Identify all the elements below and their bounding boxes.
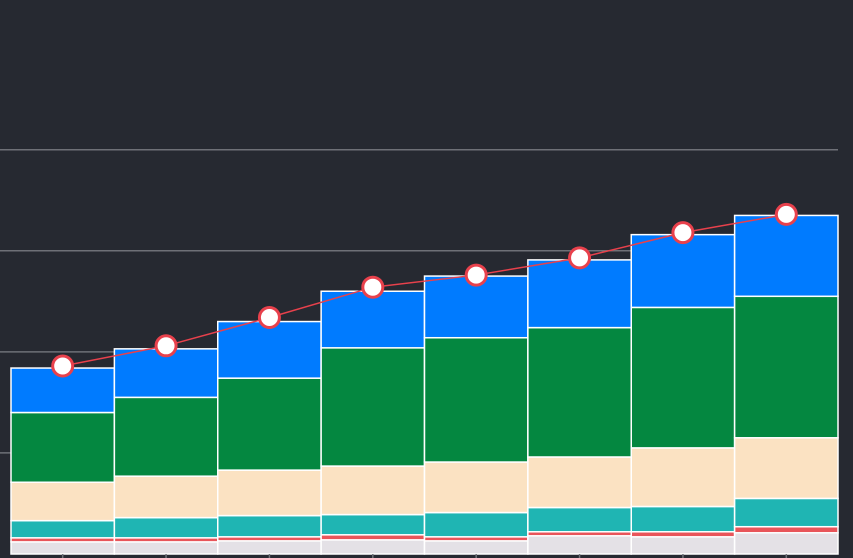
line-point [257,306,281,330]
bar-segment [733,525,839,534]
bar-segment [10,519,116,539]
x-axis-ticks [61,554,788,558]
bar-stacks [10,214,839,555]
bar-segment [320,539,426,555]
bar-segment [423,540,529,555]
bar-segment [320,513,426,536]
bar-segment [733,437,839,500]
bar-segment [217,540,322,555]
bar-segment [527,506,632,533]
bar-segment [423,511,529,538]
bar-segment [320,465,426,516]
bar-segment [10,541,116,555]
bar-segment [630,531,736,538]
line-point [568,246,592,270]
line-point [671,221,695,245]
bar-segment [113,541,219,555]
bar-segment [630,306,736,449]
line-point [154,334,178,358]
bar-segment [733,532,839,555]
bar-segment [527,259,632,329]
bar-segment [320,290,426,349]
bar-segment [217,469,322,517]
total-line-series [51,202,798,378]
bar-segment [733,295,839,439]
line-point [464,263,488,287]
bar-segment [10,411,116,483]
bar-segment [733,497,839,528]
bar-segment [527,456,632,509]
bar-segment [217,320,322,379]
bar-segment [527,535,632,555]
total-line [62,213,787,367]
bar-segment [630,536,736,555]
bar-segment [423,336,529,463]
bar-segment [217,514,322,538]
bar-segment [217,377,322,471]
bar-segment [320,534,426,541]
line-point [361,275,385,299]
bar-segment [423,461,529,514]
bar-segment [10,481,116,522]
bar-segment [113,396,219,477]
bar-segment [630,447,736,508]
bar-segment [630,233,736,309]
bar-segment [113,475,219,519]
line-point [774,202,798,226]
bar-segment [527,326,632,458]
bar-segment [733,214,839,298]
bar-segment [113,516,219,539]
line-point [51,354,75,378]
bar-segment [320,347,426,467]
bar-segment [630,505,736,533]
